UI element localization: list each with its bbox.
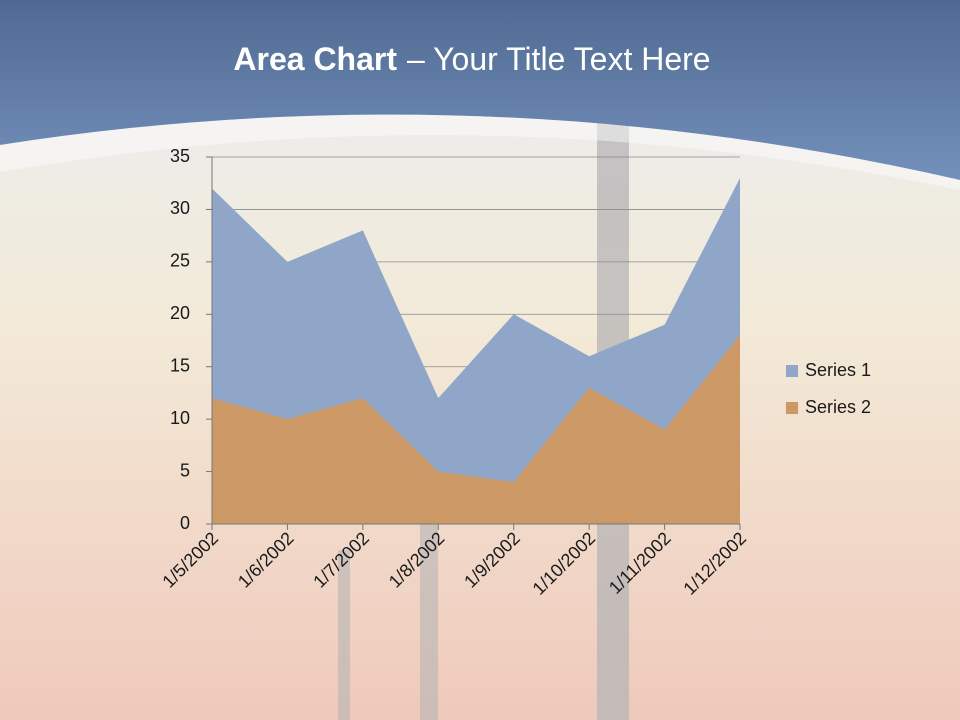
y-tick-label: 5 bbox=[180, 460, 190, 480]
legend-swatch bbox=[786, 402, 798, 414]
y-tick-label: 35 bbox=[170, 146, 190, 166]
y-tick-label: 30 bbox=[170, 198, 190, 218]
y-tick-label: 0 bbox=[180, 513, 190, 533]
turbine-tower bbox=[338, 550, 350, 720]
y-tick-label: 25 bbox=[170, 251, 190, 271]
y-tick-label: 15 bbox=[170, 355, 190, 375]
legend-label: Series 1 bbox=[805, 360, 871, 380]
title-emphasis: Area Chart bbox=[233, 41, 397, 77]
area bbox=[212, 335, 740, 524]
legend-swatch bbox=[786, 365, 798, 377]
y-tick-label: 10 bbox=[170, 408, 190, 428]
slide-title: Area Chart – Your Title Text Here bbox=[233, 41, 710, 77]
header-band bbox=[0, 0, 960, 180]
legend-label: Series 2 bbox=[805, 397, 871, 417]
title-text: – Your Title Text Here bbox=[407, 41, 711, 77]
header-arc bbox=[0, 114, 960, 190]
y-tick-label: 20 bbox=[170, 303, 190, 323]
